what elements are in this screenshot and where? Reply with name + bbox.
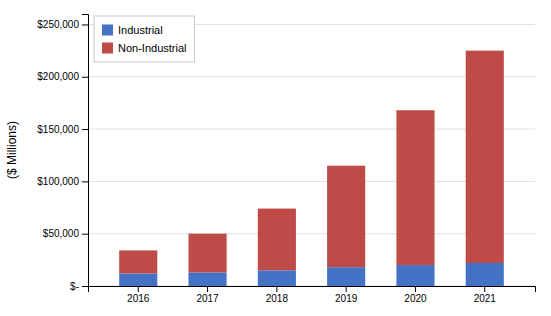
y-tick: $100,000 [37,176,88,187]
bar [188,272,226,286]
x-tick-mark [138,286,139,292]
x-tick: 2017 [196,286,219,304]
bar [466,51,504,263]
bar [119,250,157,273]
legend-swatch [102,25,113,36]
x-tick-mark [346,286,347,292]
x-tick-label: 2017 [196,293,219,304]
bar [396,110,434,265]
y-tick-mark [82,234,88,235]
x-tick-mark [276,286,277,292]
y-tick-label: $50,000 [43,228,80,239]
x-tick: 2016 [127,286,150,304]
x-tick: 2019 [335,286,358,304]
x-tick-label: 2018 [266,293,289,304]
bar [466,263,504,286]
bar-series [119,263,504,286]
x-axis: 2016 2017 2018 2019 2020 2021 [89,286,536,304]
legend-label: Industrial [118,24,163,36]
chart: $- $50,000 $100,000 $150,000 $200,000 $250,00… [0,0,551,316]
x-tick-label: 2016 [127,293,150,304]
x-tick: 2020 [404,286,427,304]
y-tick-mark [82,77,88,78]
y-tick-mark [82,181,88,182]
y-tick-label: $150,000 [37,124,79,135]
y-tick-mark [82,286,88,287]
y-axis-line [82,15,89,287]
x-tick-mark [484,286,485,292]
x-tick: 2018 [266,286,289,304]
y-tick-label: $- [70,281,79,292]
legend-swatch [102,43,113,54]
x-tick-label: 2021 [474,293,497,304]
bar-series [119,51,504,274]
legend-box [94,16,194,62]
bar [119,273,157,286]
y-tick-mark [82,129,88,130]
y-tick: $150,000 [37,124,88,135]
legend-item: Non-Industrial [102,42,186,54]
y-tick: $200,000 [37,71,88,82]
plot: $- $50,000 $100,000 $150,000 $200,000 $250,00… [37,15,535,305]
y-tick-label: $200,000 [37,71,79,82]
y-tick-mark [82,24,88,25]
legend-label: Non-Industrial [118,42,186,54]
y-tick-label: $100,000 [37,176,79,187]
y-tick-label: $250,000 [37,19,79,30]
bar [188,234,226,273]
x-axis-line [89,287,536,293]
bar [327,267,365,286]
bar [327,166,365,267]
y-axis-title: ($ Millions) [5,121,19,179]
bars [119,51,504,286]
y-tick: $- [70,281,88,292]
x-tick-label: 2020 [404,293,427,304]
x-tick-label: 2019 [335,293,358,304]
bar [396,265,434,286]
x-tick-mark [207,286,208,292]
grid [88,24,535,286]
bar [258,270,296,286]
legend: Industrial Non-Industrial [94,16,194,62]
legend-item: Industrial [102,24,163,36]
y-tick: $250,000 [37,19,88,30]
x-tick-mark [415,286,416,292]
bar [258,209,296,271]
x-tick: 2021 [474,286,497,304]
y-tick: $50,000 [43,228,88,239]
y-axis: $- $50,000 $100,000 $150,000 $200,000 $250,00… [37,15,88,292]
